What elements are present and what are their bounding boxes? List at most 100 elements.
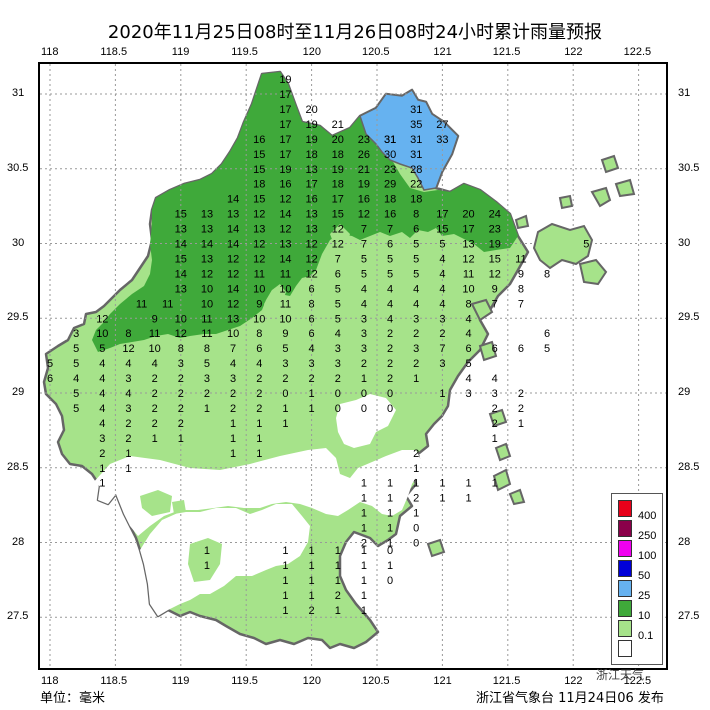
station-value: 4	[309, 343, 315, 355]
station-value: 1	[282, 403, 288, 415]
station-value: 16	[358, 194, 370, 206]
station-value: 22	[410, 179, 422, 191]
legend-swatch	[618, 500, 632, 517]
x-tick-label-top: 118	[41, 46, 59, 58]
station-value: 0	[387, 403, 393, 415]
legend-label: 250	[638, 530, 657, 542]
rain-band-25-50	[359, 88, 459, 191]
station-value: 12	[332, 239, 344, 251]
page-title: 2020年11月25日08时至11月26日08时24小时累计雨量预报	[107, 22, 603, 43]
station-value: 1	[387, 560, 393, 572]
x-tick-label-top: 121	[433, 46, 452, 58]
station-value: 4	[439, 268, 445, 280]
station-value: 12	[253, 239, 265, 251]
x-tick-label-bottom: 119	[171, 675, 190, 687]
station-value: 8	[125, 328, 131, 340]
rain-patch-west-1	[140, 490, 172, 516]
station-value: 0	[335, 403, 341, 415]
station-value: 3	[361, 313, 367, 325]
y-tick-label-left: 29	[12, 386, 25, 398]
station-value: 9	[256, 298, 262, 310]
station-value: 1	[230, 448, 236, 460]
station-value: 2	[125, 433, 131, 445]
y-tick-label-left: 31	[12, 87, 25, 99]
station-value: 14	[227, 239, 239, 251]
station-value: 11	[136, 298, 147, 310]
watermark: 浙江天气	[596, 668, 645, 682]
station-value: 2	[230, 388, 236, 400]
station-value: 15	[489, 253, 501, 265]
station-value: 10	[279, 283, 291, 295]
station-value: 6	[335, 268, 341, 280]
station-value: 12	[227, 268, 239, 280]
station-value: 5	[387, 253, 393, 265]
station-value: 17	[305, 179, 317, 191]
station-value: 5	[73, 388, 79, 400]
station-value: 2	[335, 373, 341, 385]
station-value: 12	[96, 313, 108, 325]
legend-label: 10	[638, 610, 651, 622]
station-value: 5	[335, 298, 341, 310]
station-value: 15	[332, 209, 344, 221]
legend-swatch	[618, 620, 632, 637]
x-tick-label-top: 118.5	[100, 46, 128, 58]
station-value: 19	[279, 164, 291, 176]
y-tick-label-left: 27.5	[7, 610, 29, 623]
station-value: 1	[518, 418, 524, 430]
station-value: 20	[462, 209, 474, 221]
station-value: 4	[99, 403, 105, 415]
station-value: 27	[436, 119, 448, 131]
station-value: 2	[387, 358, 393, 370]
station-value: 14	[227, 194, 239, 206]
station-value: 12	[253, 253, 265, 265]
station-value: 10	[227, 328, 239, 340]
station-value: 35	[410, 119, 422, 131]
station-value: 2	[152, 373, 158, 385]
station-value: 1	[413, 373, 419, 385]
x-tick-label-bottom: 121.5	[492, 675, 521, 687]
station-value: 8	[178, 343, 184, 355]
station-value: 5	[413, 253, 419, 265]
station-value: 5	[99, 343, 105, 355]
legend-swatch	[618, 560, 632, 577]
station-value: 5	[413, 268, 419, 280]
station-value: 23	[384, 164, 396, 176]
station-value: 1	[387, 523, 393, 535]
station-value: 8	[465, 298, 471, 310]
station-value: 0	[413, 523, 419, 535]
station-value: 0	[361, 388, 367, 400]
station-value: 7	[230, 343, 236, 355]
station-value: 14	[227, 224, 239, 236]
station-value: 14	[175, 268, 187, 280]
legend-swatch	[618, 600, 632, 617]
station-value: 12	[227, 253, 239, 265]
station-value: 31	[384, 134, 396, 146]
x-tick-label-top: 122	[564, 46, 583, 58]
station-value: 4	[125, 358, 131, 370]
station-value: 1	[256, 418, 262, 430]
station-value: 5	[361, 253, 367, 265]
station-value: 4	[387, 313, 393, 325]
station-value: 1	[361, 508, 367, 520]
station-value: 1	[465, 478, 471, 490]
station-value: 0	[282, 388, 288, 400]
x-tick-label-bottom: 118.5	[100, 675, 128, 687]
station-value: 33	[436, 134, 448, 146]
x-tick-label-top: 119	[171, 46, 190, 58]
station-value: 16	[305, 194, 317, 206]
station-value: 9	[492, 283, 498, 295]
station-value: 8	[309, 298, 315, 310]
legend-swatch	[618, 580, 632, 597]
station-value: 9	[282, 328, 288, 340]
station-value: 2	[492, 403, 498, 415]
station-value: 2	[152, 388, 158, 400]
station-value: 17	[279, 119, 291, 131]
station-value: 29	[384, 179, 396, 191]
station-value: 2	[361, 538, 367, 550]
station-value: 2	[178, 418, 184, 430]
station-value: 11	[201, 328, 212, 340]
station-value: 13	[279, 239, 291, 251]
station-value: 4	[256, 358, 262, 370]
station-value: 3	[99, 433, 105, 445]
station-value: 1	[361, 545, 367, 557]
